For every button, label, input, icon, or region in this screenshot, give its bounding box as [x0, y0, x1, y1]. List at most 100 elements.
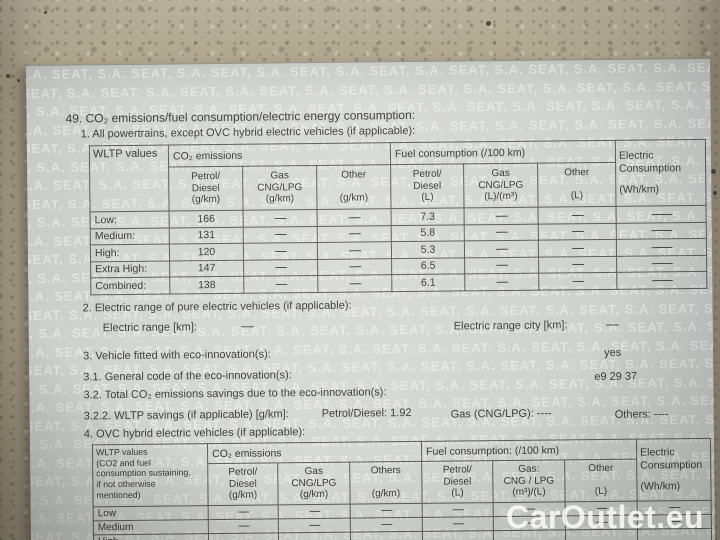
table-cell: 7.3 — [391, 207, 465, 226]
table-cell — [350, 531, 423, 540]
table2-col-gas-gkm: Gas CNG/LPG (g/km) — [277, 462, 351, 505]
row-label: High — [93, 533, 209, 540]
section-3-value: yes — [603, 346, 622, 359]
paper-sheet: S.A. SEAT, S.A. SEAT, S.A. SEAT, S.A. SE… — [26, 57, 717, 540]
table-cell: 5.8 — [391, 224, 465, 242]
pebble-spot — [44, 11, 47, 14]
table2-co2-group-header: CO₂ emissions — [207, 441, 422, 464]
table-cell: ----- — [464, 207, 539, 225]
table-cell — [208, 532, 279, 540]
electric-range-value: ----- — [240, 320, 254, 333]
table-cell: ----- — [350, 503, 423, 519]
caroutlet-watermark: CarOutlet.eu — [506, 499, 705, 535]
row-label: Extra High: — [90, 260, 170, 278]
table-cell: ----- — [243, 209, 318, 227]
table-cell: ----- — [538, 255, 617, 274]
row-label: Medium — [93, 519, 209, 535]
table-cell: ----- — [464, 240, 539, 258]
table2-col-petrol-gkm: Petrol/Diesel (g/km) — [207, 462, 279, 506]
table-cell: ----- — [538, 222, 617, 241]
pebble-spot — [6, 74, 10, 78]
table-cell: 6.5 — [391, 257, 465, 275]
section-3-title: 3. Vehicle fitted with eco-innovation(s)… — [82, 348, 271, 363]
section-322-title: 3.2.2. WLTP savings (if applicable) [g/k… — [83, 408, 289, 423]
section-49-heading: 49. CO₂ emissions/fuel consumption/elect… — [65, 107, 416, 126]
table1-col-other-gkm: Other (g/km) — [316, 164, 392, 210]
table2-col-petrol-l: Petrol/Diesel (L) — [421, 460, 494, 504]
table-cell: ----- — [464, 223, 539, 241]
table1-col-petrol-l: Petrol/Diesel (L) — [390, 163, 465, 209]
table-cell: ----- — [243, 258, 318, 277]
section-31-value: e9 29 37 — [594, 370, 638, 384]
table-cell: ----- — [278, 504, 351, 519]
section-322-others-value: Others: ---- — [614, 408, 669, 421]
table-cell: ----- — [464, 256, 539, 274]
electric-range-city-value: ----- — [605, 318, 619, 331]
section-322-gas-value: Gas (CNG/LPG): ---- — [450, 407, 552, 421]
table2-col-others-gkm: Others (g/km) — [349, 461, 423, 505]
section-32-title: 3.2. Total CO₂ emissions savings due to … — [83, 386, 387, 402]
row-label: Medium: — [90, 227, 170, 245]
pebble-spot — [713, 191, 717, 195]
table1-corner-label: WLTP values — [89, 145, 170, 212]
table-cell: 147 — [169, 259, 244, 278]
table-cell: ----- — [317, 241, 392, 259]
pebble-spot — [711, 169, 716, 174]
powertrain-emissions-table: WLTP values CO₂ emissions Fuel consumpti… — [89, 139, 708, 295]
table2-col-gas-l: Gas: CNG / LPG (m³)/(L) — [492, 459, 566, 503]
table1-col-other-l: Other (L) — [537, 162, 617, 208]
row-label: Low: — [90, 211, 170, 229]
table-cell: ----- — [538, 272, 617, 290]
section-1-title: 1. All powertrains, except OVC hybrid el… — [80, 124, 416, 141]
table-cell: --------- — [616, 238, 707, 256]
table-cell: ----- — [538, 239, 617, 257]
table-cell: ----- — [317, 258, 392, 276]
table-cell: --------- — [616, 271, 707, 289]
table1-col-petrol-gkm: Petrol/Diesel (g/km) — [168, 166, 244, 212]
table-cell — [278, 532, 351, 540]
section-322-petrol-value: Petrol/Diesel: 1.92 — [321, 406, 412, 420]
electric-range-city-label: Electric range city [km]: — [453, 319, 568, 333]
row-label: Low — [93, 505, 209, 521]
table-cell: ----- — [243, 225, 318, 244]
table-cell: 131 — [169, 226, 244, 245]
table-cell: --------- — [616, 254, 707, 273]
table-cell: ----- — [538, 206, 617, 224]
table-cell: ----- — [422, 516, 494, 532]
table-cell: ----- — [243, 275, 318, 293]
table-cell: ----- — [317, 225, 392, 243]
electric-range-label: Electric range [km]: — [102, 321, 197, 335]
table1-col-gas-l: Gas CNG/LPG (L)/(m³) — [463, 163, 539, 208]
table2-electric-header: Electric Consumption (Wh/km) — [636, 438, 712, 502]
table1-electric-header: Electric Consumption (Wh/km) — [615, 139, 707, 207]
table1-col-gas-gkm: Gas CNG/LPG (g/km) — [242, 165, 318, 211]
table-cell: ----- — [317, 274, 392, 292]
section-31-title: 3.1. General code of the eco-innovation(… — [83, 369, 292, 384]
table1-fuel-group-header: Fuel consumption (/100 km) — [390, 140, 616, 165]
table-cell — [422, 530, 494, 540]
row-label: High: — [90, 244, 170, 262]
row-label: Combined: — [90, 277, 170, 295]
table-cell: --------- — [616, 221, 707, 240]
table-cell: ----- — [422, 502, 494, 518]
table2-col-other-l: Other (L) — [564, 459, 638, 502]
table-cell: 166 — [169, 210, 244, 228]
table-cell: ----- — [464, 273, 539, 291]
table-cell: ----- — [208, 518, 279, 534]
table2-corner-label: WLTP values (CO2 and fuel consumption su… — [92, 443, 209, 507]
table-cell: 5.3 — [391, 240, 465, 259]
document-content: 49. CO₂ emissions/fuel consumption/elect… — [26, 59, 716, 540]
table-cell: 6.1 — [391, 273, 465, 292]
table-cell: ----- — [317, 208, 392, 226]
table2-fuel-group-header: Fuel consumption: (/100 km) — [421, 439, 637, 462]
table-cell: ----- — [208, 504, 279, 520]
table1-co2-group-header: CO₂ emissions — [168, 142, 391, 168]
section-2-title: 2. Electric range of pure electric vehic… — [82, 299, 352, 315]
pebble-spot — [486, 21, 491, 26]
section-4-title: 4. OVC hybrid electric vehicles (if appl… — [83, 426, 306, 441]
pebble-spot — [17, 79, 20, 82]
table-cell: ----- — [243, 242, 318, 260]
table-cell: 120 — [169, 243, 244, 261]
table-cell: --------- — [616, 205, 707, 223]
